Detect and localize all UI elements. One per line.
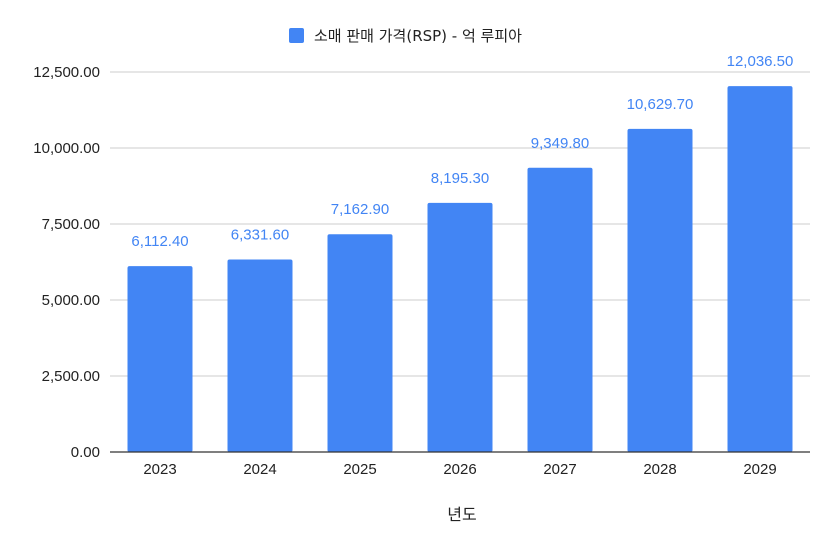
bars: [127, 86, 793, 453]
bar-2023[interactable]: [127, 266, 193, 452]
x-axis-ticks: 2023 2024 2025 2026 2027 2028 2029: [143, 461, 776, 478]
data-label-2023: 6,112.40: [131, 233, 188, 250]
data-label-2029: 12,036.50: [727, 53, 794, 70]
legend: 소매 판매 가격(RSP) - 억 루피아: [289, 27, 522, 45]
x-tick-label-2024: 2024: [243, 461, 276, 478]
y-tick-label: 2,500.00: [42, 368, 100, 385]
legend-swatch: [289, 28, 304, 43]
bar-2027[interactable]: [527, 167, 593, 452]
data-label-2027: 9,349.80: [531, 135, 589, 152]
x-tick-label-2026: 2026: [443, 461, 476, 478]
y-tick-label: 0.00: [71, 444, 100, 461]
x-tick-label-2025: 2025: [343, 461, 376, 478]
bar-2024[interactable]: [227, 259, 293, 452]
y-axis-ticks: 0.00 2,500.00 5,000.00 7,500.00 10,000.00 12,…: [33, 64, 100, 461]
x-axis-title: 년도: [447, 505, 476, 524]
x-tick-label-2028: 2028: [643, 461, 676, 478]
x-tick-label-2027: 2027: [543, 461, 576, 478]
x-tick-label-2023: 2023: [143, 461, 176, 478]
bar-2029[interactable]: [727, 86, 793, 453]
data-label-2028: 10,629.70: [627, 96, 694, 113]
data-labels: 6,112.40 6,331.60 7,162.90 8,195.30 9,349.80…: [131, 53, 793, 250]
data-label-2024: 6,331.60: [231, 227, 289, 244]
bar-2026[interactable]: [427, 202, 493, 452]
x-tick-label-2029: 2029: [743, 461, 776, 478]
y-tick-label: 5,000.00: [42, 292, 100, 309]
y-tick-label: 12,500.00: [33, 64, 100, 81]
y-tick-label: 7,500.00: [42, 216, 100, 233]
data-label-2026: 8,195.30: [431, 170, 489, 187]
y-tick-label: 10,000.00: [33, 140, 100, 157]
bar-2025[interactable]: [327, 234, 393, 452]
data-label-2025: 7,162.90: [331, 201, 389, 218]
legend-label: 소매 판매 가격(RSP) - 억 루피아: [314, 27, 522, 45]
bar-2028[interactable]: [627, 128, 693, 452]
